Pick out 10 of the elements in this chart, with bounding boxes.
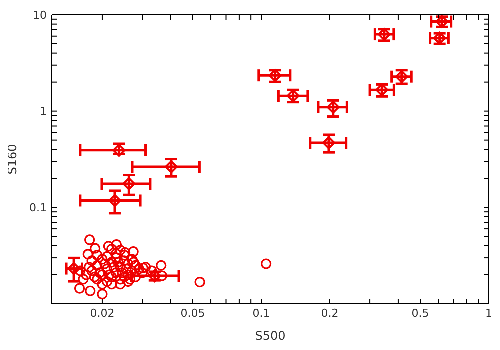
- x-tick-label: 0.5: [412, 306, 430, 320]
- x-tick-label: 1: [486, 306, 492, 320]
- x-tick-label: 0.1: [252, 306, 270, 320]
- y-tick-label: 0.1: [30, 202, 47, 215]
- x-tick-label: 0.2: [321, 306, 339, 320]
- x-tick-label: 0.05: [180, 306, 206, 320]
- y-tick-label: 1: [40, 105, 47, 118]
- x-axis-title: S500: [255, 329, 286, 343]
- y-tick-label: 10: [33, 8, 47, 22]
- x-tick-label: 0.02: [90, 306, 115, 320]
